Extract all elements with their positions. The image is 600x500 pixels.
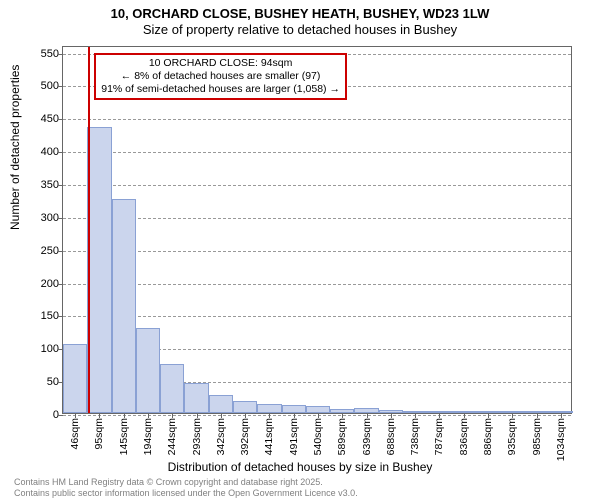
x-tick-label: 787sqm [433,418,445,455]
x-tick-label: 589sqm [336,418,348,455]
y-tick-label: 150 [29,310,59,322]
grid-line [63,415,571,416]
y-tick-label: 250 [29,245,59,257]
footer-attribution: Contains HM Land Registry data © Crown c… [14,477,358,498]
x-axis-label: Distribution of detached houses by size … [0,460,600,474]
marker-callout: 10 ORCHARD CLOSE: 94sqm← 8% of detached … [94,53,347,100]
x-tick-label: 1034sqm [555,418,567,461]
x-tick-label: 836sqm [458,418,470,455]
callout-line: 91% of semi-detached houses are larger (… [101,83,340,96]
y-tick-label: 100 [29,343,59,355]
x-tick-label: 491sqm [288,418,300,455]
histogram-bar [63,344,87,413]
x-tick-label: 342sqm [215,418,227,455]
y-tick-label: 350 [29,179,59,191]
histogram-bar [257,404,281,413]
grid-line [63,316,571,317]
y-tick-label: 300 [29,212,59,224]
x-tick-label: 95sqm [93,418,105,450]
y-tick-label: 550 [29,48,59,60]
y-tick-label: 50 [29,376,59,388]
histogram-bar [136,328,160,413]
histogram-bar [282,405,306,413]
y-tick-label: 200 [29,278,59,290]
y-tick-mark [58,284,63,285]
histogram-bar [233,401,257,413]
x-tick-label: 194sqm [142,418,154,455]
y-tick-mark [58,251,63,252]
marker-line [88,47,90,413]
x-tick-label: 392sqm [239,418,251,455]
x-tick-label: 293sqm [191,418,203,455]
histogram-bar [209,395,233,413]
x-tick-label: 540sqm [312,418,324,455]
y-tick-mark [58,316,63,317]
chart-title: 10, ORCHARD CLOSE, BUSHEY HEATH, BUSHEY,… [0,6,600,22]
x-tick-label: 244sqm [166,418,178,455]
x-tick-label: 738sqm [409,418,421,455]
callout-line: 10 ORCHARD CLOSE: 94sqm [101,57,340,70]
grid-line [63,218,571,219]
x-tick-label: 46sqm [69,418,81,450]
chart-subtitle: Size of property relative to detached ho… [0,22,600,38]
callout-line: ← 8% of detached houses are smaller (97) [101,70,340,83]
x-tick-label: 935sqm [506,418,518,455]
y-tick-label: 450 [29,113,59,125]
x-tick-label: 441sqm [263,418,275,455]
x-tick-label: 688sqm [385,418,397,455]
y-tick-mark [58,218,63,219]
y-tick-mark [58,152,63,153]
y-tick-mark [58,185,63,186]
y-tick-mark [58,119,63,120]
y-tick-mark [58,86,63,87]
y-tick-mark [58,54,63,55]
y-tick-label: 500 [29,80,59,92]
histogram-bar [87,127,111,413]
y-axis-label: Number of detached properties [8,65,22,230]
histogram-bar [112,199,136,413]
y-tick-mark [58,415,63,416]
grid-line [63,119,571,120]
chart-plot-area: 05010015020025030035040045050055046sqm95… [62,46,572,414]
y-tick-label: 0 [29,409,59,421]
footer-line-1: Contains HM Land Registry data © Crown c… [14,477,358,487]
x-tick-label: 985sqm [531,418,543,455]
histogram-bar [184,383,208,413]
x-tick-label: 886sqm [482,418,494,455]
grid-line [63,251,571,252]
footer-line-2: Contains public sector information licen… [14,488,358,498]
chart-title-block: 10, ORCHARD CLOSE, BUSHEY HEATH, BUSHEY,… [0,0,600,39]
y-tick-label: 400 [29,146,59,158]
grid-line [63,152,571,153]
x-tick-label: 145sqm [118,418,130,455]
histogram-bar [160,364,184,413]
grid-line [63,185,571,186]
x-tick-label: 639sqm [361,418,373,455]
grid-line [63,284,571,285]
